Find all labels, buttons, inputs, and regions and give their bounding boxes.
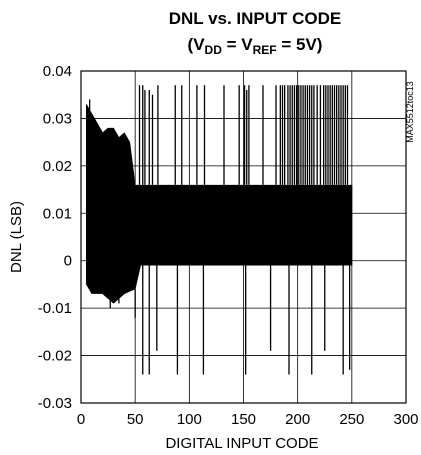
y-tick-label: 0.04 [43,63,72,80]
x-tick-label: 300 [393,411,418,428]
y-axis-label: DNL (LSB) [8,201,25,273]
part-number: MAX5512toc13 [405,81,415,143]
x-tick-label: 100 [177,411,202,428]
y-tick-label: -0.01 [38,300,72,317]
x-axis-ticks: 0 50 100 150 200 250 300 [77,411,419,428]
y-axis-ticks: -0.03 -0.02 -0.01 0 0.01 0.02 0.03 0.04 [38,63,72,412]
y-tick-label: -0.03 [38,395,72,412]
chart-title: DNL vs. INPUT CODE [169,9,342,28]
y-tick-label: -0.02 [38,348,72,365]
chart-subtitle: (VDD = VREF = 5V) [188,35,323,57]
y-tick-label: 0.02 [43,158,72,175]
x-tick-label: 250 [339,411,364,428]
x-tick-label: 50 [127,411,144,428]
x-axis-label: DIGITAL INPUT CODE [165,435,318,452]
y-tick-label: 0 [64,253,72,270]
y-tick-label: 0.03 [43,110,72,127]
plot-area [86,85,351,374]
x-tick-label: 0 [77,411,85,428]
x-tick-label: 150 [231,411,256,428]
x-tick-label: 200 [285,411,310,428]
y-tick-label: 0.01 [43,205,72,222]
